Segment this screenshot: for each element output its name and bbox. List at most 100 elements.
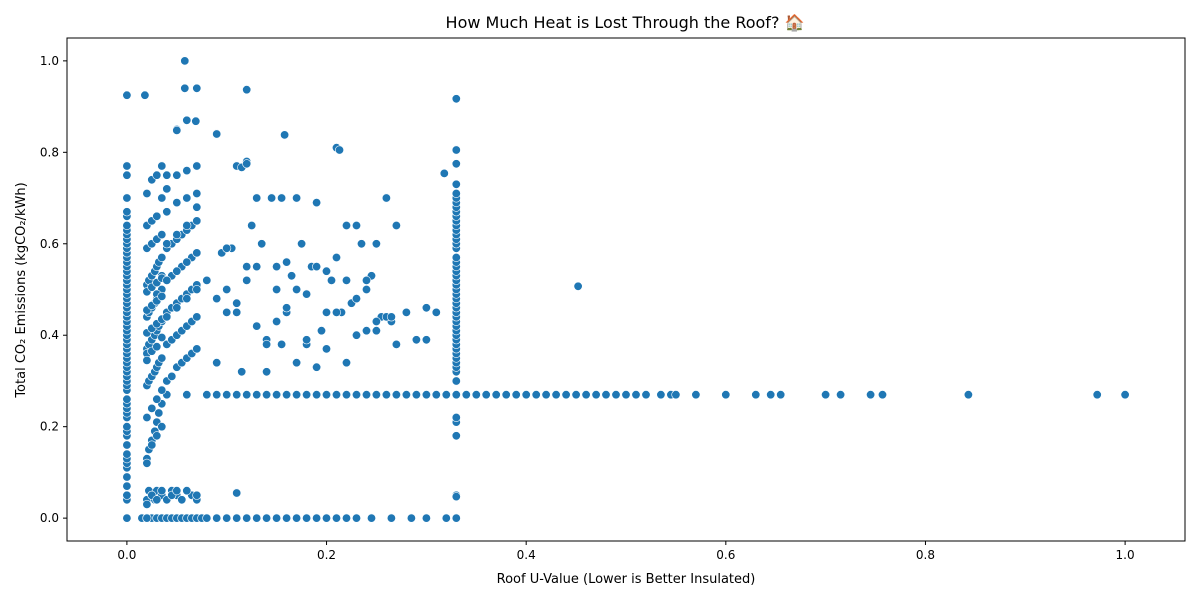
data-point: [157, 253, 167, 263]
data-point: [341, 513, 351, 523]
data-point: [182, 390, 192, 400]
data-point: [242, 513, 252, 523]
data-point: [421, 335, 431, 345]
data-point: [287, 271, 297, 281]
y-axis-label: Total CO₂ Emissions (kgCO₂/kWh): [14, 182, 29, 398]
data-point: [292, 284, 302, 294]
data-point: [262, 513, 272, 523]
data-point: [351, 513, 361, 523]
data-point: [122, 193, 132, 203]
data-point: [182, 115, 192, 125]
data-point: [451, 492, 461, 502]
data-point: [257, 239, 267, 249]
data-point: [963, 390, 973, 400]
data-point: [232, 488, 242, 498]
data-point: [766, 390, 776, 400]
x-tick-label: 1.0: [1116, 548, 1135, 562]
data-point: [302, 513, 312, 523]
data-point: [451, 189, 461, 199]
data-point: [351, 221, 361, 231]
data-point: [316, 326, 326, 336]
data-point: [451, 412, 461, 422]
data-point: [232, 390, 242, 400]
data-point: [341, 221, 351, 231]
data-point: [172, 198, 182, 208]
data-point: [721, 390, 731, 400]
data-point: [351, 294, 361, 304]
data-point: [232, 307, 242, 317]
data-point: [167, 371, 177, 381]
x-tick-label: 0.0: [117, 548, 136, 562]
data-point: [1120, 390, 1130, 400]
data-point: [152, 394, 162, 404]
data-point: [277, 339, 287, 349]
data-point: [180, 56, 190, 66]
data-point: [431, 307, 441, 317]
data-point: [152, 342, 162, 352]
data-point: [621, 390, 631, 400]
data-point: [122, 472, 132, 482]
data-point: [292, 358, 302, 368]
data-point: [302, 390, 312, 400]
data-point: [182, 221, 192, 231]
data-point: [691, 390, 701, 400]
data-point: [282, 390, 292, 400]
data-point: [312, 198, 322, 208]
data-point: [631, 390, 641, 400]
data-point: [451, 179, 461, 189]
data-point: [751, 390, 761, 400]
data-point: [439, 168, 449, 178]
data-point: [361, 275, 371, 285]
data-point: [222, 513, 232, 523]
data-point: [411, 335, 421, 345]
x-tick-label: 0.2: [317, 548, 336, 562]
data-point: [591, 390, 601, 400]
data-point: [312, 513, 322, 523]
data-point: [272, 513, 282, 523]
data-point: [192, 284, 202, 294]
data-point: [232, 513, 242, 523]
data-point: [401, 390, 411, 400]
data-point: [192, 83, 202, 93]
data-point: [122, 422, 132, 432]
data-point: [162, 239, 172, 249]
data-point: [122, 440, 132, 450]
data-point: [776, 390, 786, 400]
data-point: [222, 307, 232, 317]
data-point: [641, 390, 651, 400]
data-point: [421, 513, 431, 523]
data-point: [162, 312, 172, 322]
data-point: [491, 390, 501, 400]
data-point: [212, 294, 222, 304]
data-point: [391, 339, 401, 349]
data-point: [321, 307, 331, 317]
data-point: [180, 83, 190, 93]
data-point: [222, 243, 232, 253]
y-tick-label: 0.4: [40, 328, 59, 342]
data-point: [212, 513, 222, 523]
data-point: [122, 90, 132, 100]
data-point: [326, 275, 336, 285]
data-point: [262, 390, 272, 400]
data-point: [192, 490, 202, 500]
data-point: [122, 481, 132, 491]
data-point: [142, 499, 152, 509]
data-point: [172, 486, 182, 496]
data-point: [147, 403, 157, 413]
data-point: [252, 321, 262, 331]
data-point: [122, 394, 132, 404]
data-point: [202, 513, 212, 523]
y-tick-label: 0.0: [40, 511, 59, 525]
data-point: [321, 513, 331, 523]
data-point: [561, 390, 571, 400]
data-point: [222, 284, 232, 294]
data-point: [252, 390, 262, 400]
data-point: [242, 390, 252, 400]
data-point: [381, 390, 391, 400]
data-point: [331, 513, 341, 523]
data-point: [671, 390, 681, 400]
data-point: [391, 390, 401, 400]
data-point: [277, 193, 287, 203]
data-point: [152, 495, 162, 505]
